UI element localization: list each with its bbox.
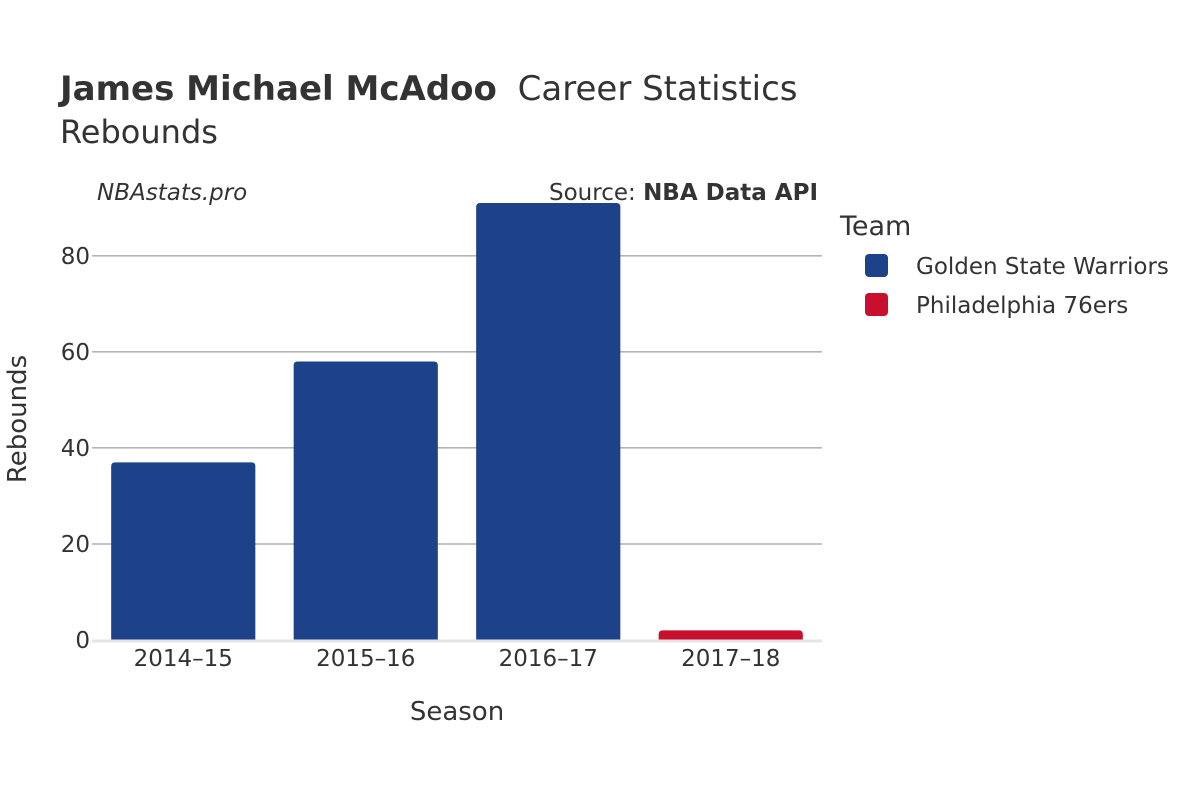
legend-label-phi: Philadelphia 76ers: [916, 293, 1128, 319]
source-value: NBA Data API: [643, 180, 818, 206]
y-tick-label: 60: [61, 340, 90, 366]
bar-2017–18[interactable]: [658, 630, 803, 640]
source-label: Source:: [549, 180, 643, 206]
chart-subtitle: Rebounds: [60, 113, 218, 151]
x-tick-label: 2014–15: [134, 646, 233, 672]
x-tick-label: 2015–16: [316, 646, 415, 672]
y-tick-label: 0: [75, 628, 90, 654]
grid-lines: [92, 255, 822, 545]
y-tick-label: 20: [61, 532, 90, 558]
bar-2015–16[interactable]: [293, 361, 438, 640]
legend-swatch-phi: [865, 293, 888, 316]
x-axis-ticks: 2014–15 2015–16 2016–17 2017–18: [134, 646, 781, 672]
title-player-name: James Michael McAdoo: [58, 69, 497, 109]
bar-2014–15[interactable]: [111, 462, 256, 640]
watermark: NBAstats.pro: [97, 180, 247, 206]
bar-2016–17[interactable]: [476, 203, 621, 640]
legend-label-gsw: Golden State Warriors: [916, 254, 1169, 280]
source-text: Source: NBA Data API: [549, 180, 818, 206]
legend: Team Golden State Warriors Philadelphia …: [839, 211, 1169, 319]
legend-item-phi[interactable]: Philadelphia 76ers: [865, 293, 1128, 319]
x-tick-label: 2017–18: [681, 646, 780, 672]
legend-title: Team: [839, 211, 911, 242]
y-tick-label: 40: [61, 436, 90, 462]
y-axis-title: Rebounds: [3, 355, 33, 483]
legend-item-gsw[interactable]: Golden State Warriors: [865, 254, 1169, 280]
legend-swatch-gsw: [865, 254, 888, 277]
y-tick-label: 80: [61, 244, 90, 270]
bars: [92, 203, 822, 643]
x-axis-title: Season: [410, 697, 504, 727]
y-axis-ticks: 0 20 40 60 80: [61, 244, 90, 654]
title-rest: Career Statistics: [518, 69, 798, 109]
chart-title: James Michael McAdoo Career Statistics: [58, 69, 798, 109]
x-tick-label: 2016–17: [499, 646, 598, 672]
